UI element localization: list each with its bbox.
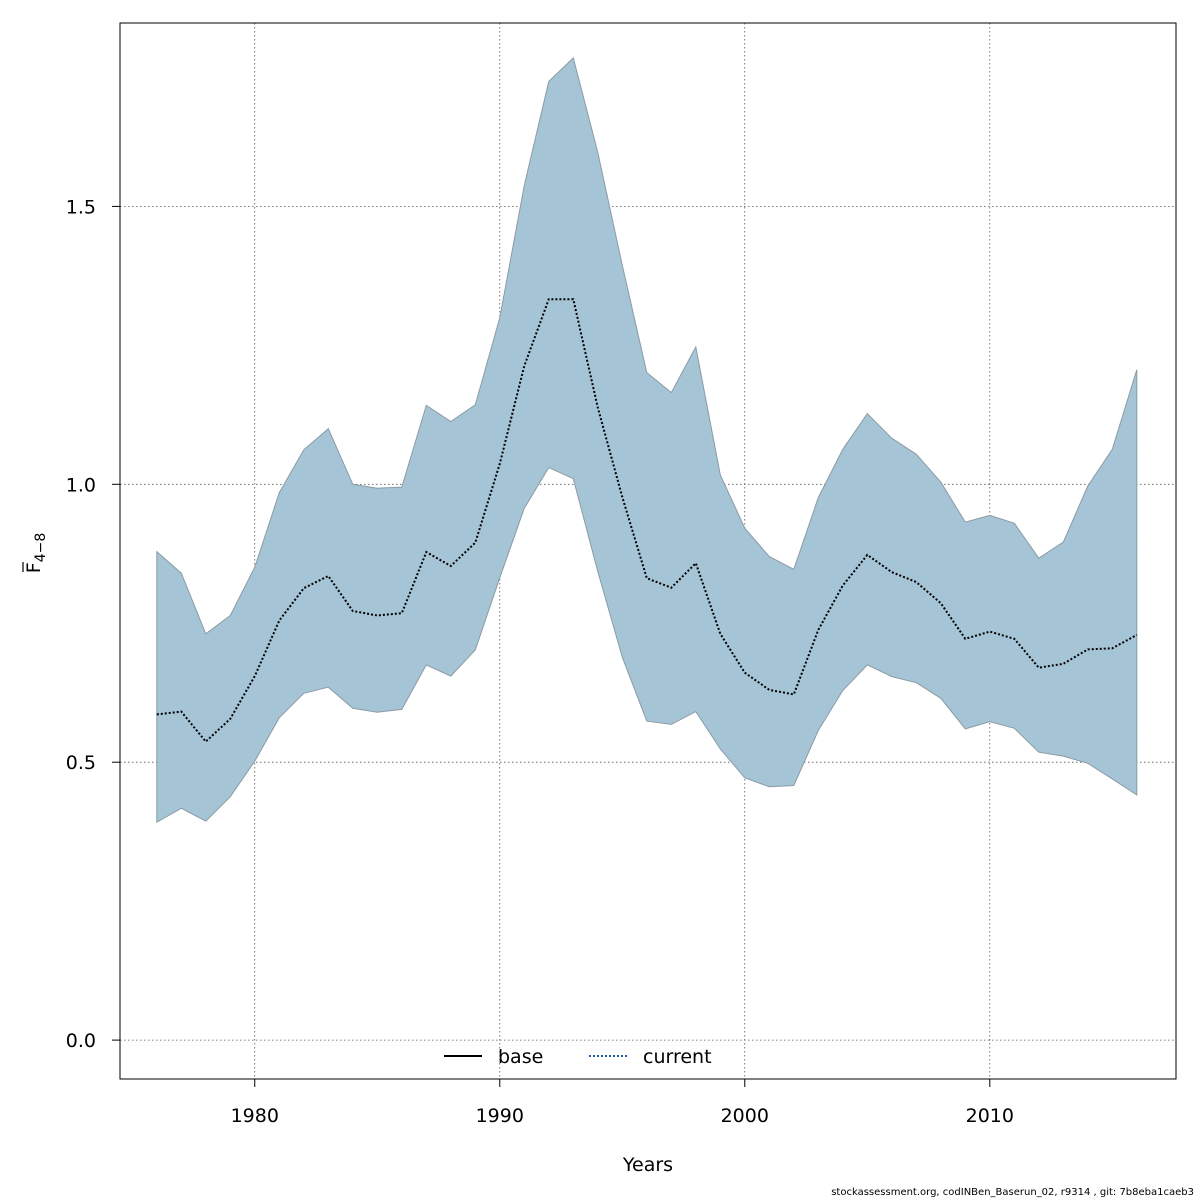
- series-lines: [156, 298, 1138, 744]
- x-tick-label: 2000: [721, 1105, 769, 1127]
- y-axis-title: F4−8: [22, 533, 49, 573]
- x-tick-label: 1990: [476, 1105, 524, 1127]
- confidence-band: [156, 57, 1138, 824]
- x-tick-label: 2010: [966, 1105, 1014, 1127]
- y-axis-title-main: F: [23, 562, 45, 573]
- footer-credit: stockassessment.org, codINBen_Baserun_02…: [831, 1187, 1194, 1198]
- x-axis-title: Years: [622, 1154, 673, 1176]
- legend: base current: [444, 1046, 712, 1068]
- legend-label-base: base: [498, 1046, 543, 1068]
- legend-label-current: current: [643, 1046, 712, 1068]
- plot-frame: [119, 22, 1177, 1080]
- x-tick-label: 1980: [231, 1105, 279, 1127]
- y-tick-label: 0.5: [66, 752, 96, 774]
- y-tick-label: 1.0: [66, 474, 96, 496]
- svg-text:F4−8: F4−8: [23, 533, 49, 573]
- y-tick-label: 1.5: [66, 196, 96, 218]
- y-axis-title-sub: 4−8: [33, 533, 49, 563]
- series-line-current: [156, 298, 1138, 744]
- confidence-band-group: [156, 57, 1138, 824]
- y-tick-label: 0.0: [66, 1030, 96, 1052]
- axes: 1980 1990 2000 2010 0.0 0.5 1.0 1.5: [66, 196, 1014, 1127]
